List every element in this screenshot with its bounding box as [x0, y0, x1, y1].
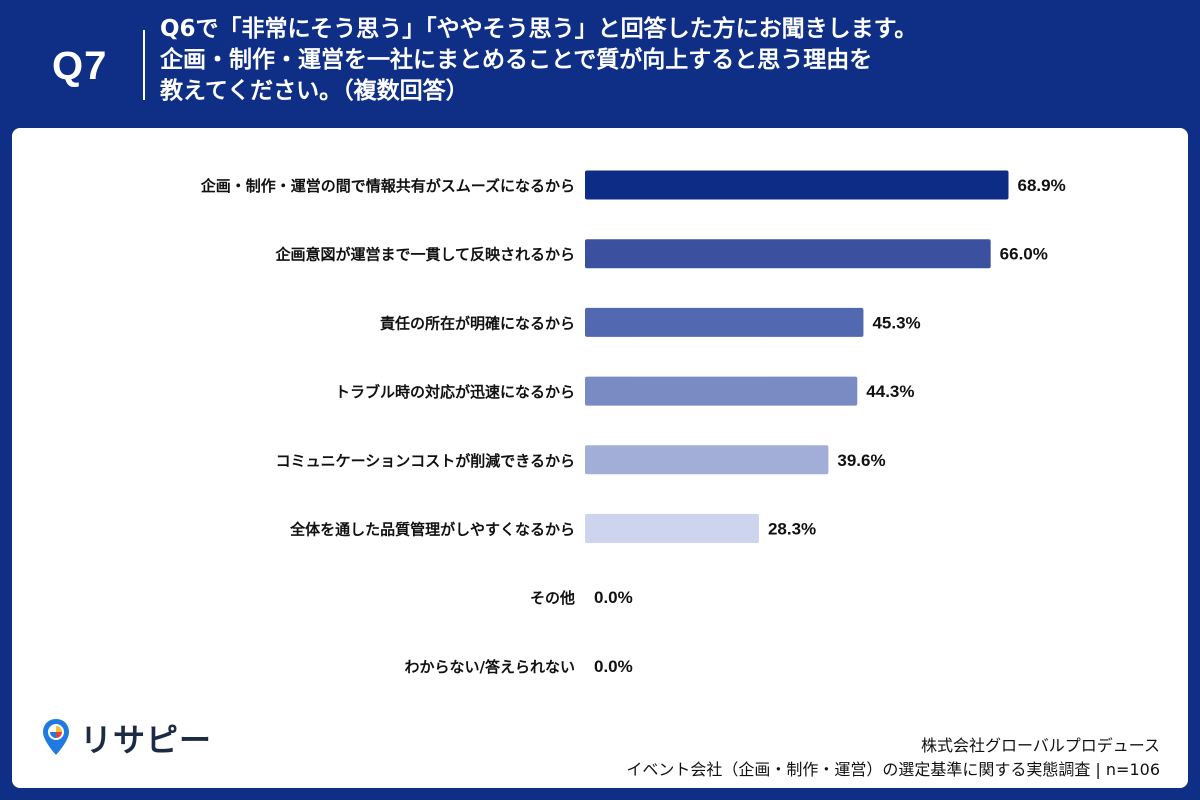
footer-company: 株式会社グローバルプロデュース: [920, 736, 1160, 755]
value-label: 28.3%: [768, 520, 816, 539]
header: Q7 Q6で「非常にそう思う」「ややそう思う」と回答した方にお聞きします。 企画…: [0, 0, 1200, 128]
value-label: 45.3%: [872, 313, 920, 332]
chart-panel: 企画・制作・運営の間で情報共有がスムーズになるから 68.9% 企画意図が運営まで一…: [12, 128, 1188, 788]
category-label: コミュニケーションコストが削減できるから: [276, 452, 575, 470]
footer: 株式会社グローバルプロデュース イベント会社（企画・制作・運営）の選定基準に関す…: [626, 734, 1160, 782]
question-number: Q7: [52, 44, 108, 88]
logo: リサピー: [40, 716, 212, 760]
question-line: Q6で「非常にそう思う」「ややそう思う」と回答した方にお聞きします。: [160, 16, 918, 42]
bar: [585, 376, 858, 406]
logo-text: リサピー: [80, 721, 213, 759]
category-label: わからない/答えられない: [405, 658, 575, 676]
question-line: 企画・制作・運営を一社にまとめることで質が向上すると思う理由を: [160, 47, 873, 73]
category-label: 全体を通した品質管理がしやすくなるから: [289, 521, 575, 539]
pin-logo-icon: [43, 719, 69, 755]
value-label: 39.6%: [837, 451, 885, 470]
bar-chart: 企画・制作・運営の間で情報共有がスムーズになるから 68.9% 企画意図が運営まで一…: [200, 170, 1066, 676]
bar: [585, 514, 759, 543]
bar: [585, 445, 829, 475]
value-label: 68.9%: [1018, 176, 1066, 195]
question-line: 教えてください。（複数回答）: [160, 78, 469, 104]
value-label: 0.0%: [594, 657, 633, 676]
category-label: その他: [530, 589, 575, 607]
bar: [585, 307, 864, 337]
bar: [585, 170, 1009, 200]
value-label: 44.3%: [866, 382, 914, 401]
value-label: 66.0%: [1000, 245, 1048, 264]
question-text: Q6で「非常にそう思う」「ややそう思う」と回答した方にお聞きします。 企画・制作…: [160, 14, 1180, 107]
footer-survey: イベント会社（企画・制作・運営）の選定基準に関する実態調査 | n=106: [626, 760, 1160, 779]
header-divider: [143, 30, 145, 100]
category-label: 責任の所在が明確になるから: [380, 314, 575, 332]
category-label: 企画・制作・運営の間で情報共有がスムーズになるから: [200, 177, 575, 195]
category-label: 企画意図が運営まで一貫して反映されるから: [274, 246, 575, 264]
category-label: トラブル時の対応が迅速になるから: [335, 383, 575, 401]
bar: [585, 239, 991, 269]
value-label: 0.0%: [594, 588, 633, 607]
